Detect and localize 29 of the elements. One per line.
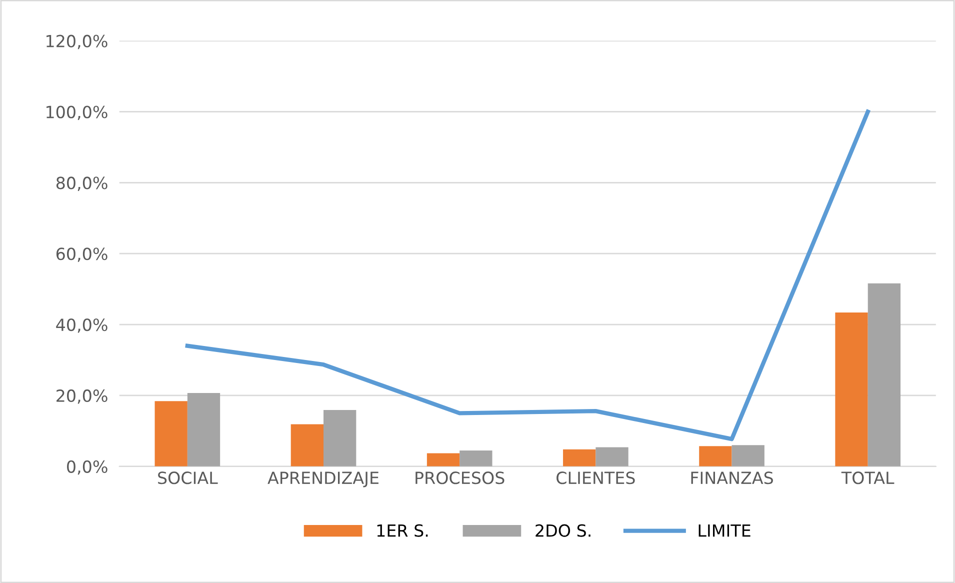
x-tick-label: FINANZAS xyxy=(691,472,773,484)
x-tick-label: SOCIAL xyxy=(158,472,218,484)
bar xyxy=(732,445,764,466)
legend-label: 2DO S. xyxy=(536,524,590,537)
y-tick-label: 60,0% xyxy=(56,248,108,262)
bar xyxy=(868,283,901,466)
bar xyxy=(596,447,628,466)
y-tick-label: 40,0% xyxy=(56,318,108,333)
bar xyxy=(187,392,220,466)
bar xyxy=(426,453,460,466)
x-tick-label: PROCESOS xyxy=(416,472,504,484)
x-tick-label: CLIENTES xyxy=(556,472,635,484)
bar xyxy=(460,450,492,466)
x-tick-label: TOTAL xyxy=(841,472,894,484)
legend-label: LIMITE xyxy=(698,524,750,537)
y-tick-label: 100,0% xyxy=(46,106,108,120)
bar xyxy=(324,410,356,466)
bar xyxy=(699,446,732,466)
y-tick-label: 80,0% xyxy=(56,176,108,191)
y-tick-label: 0,0% xyxy=(67,460,108,475)
bar xyxy=(154,401,188,466)
y-tick-label: 20,0% xyxy=(56,389,108,404)
legend-label: 1ER S. xyxy=(377,524,428,537)
bar xyxy=(835,312,868,466)
line-series xyxy=(185,110,870,442)
x-tick-label: APRENDIZAJE xyxy=(268,472,378,488)
bar xyxy=(290,424,324,466)
bar xyxy=(563,449,596,466)
y-tick-label: 120,0% xyxy=(46,34,108,50)
